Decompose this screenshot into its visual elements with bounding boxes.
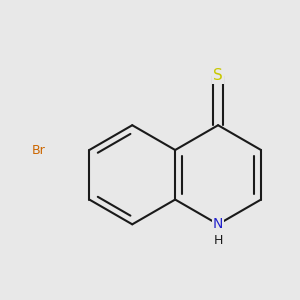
Text: Br: Br (32, 143, 46, 157)
Text: H: H (213, 234, 223, 247)
Text: S: S (213, 68, 223, 83)
Text: N: N (213, 217, 223, 231)
